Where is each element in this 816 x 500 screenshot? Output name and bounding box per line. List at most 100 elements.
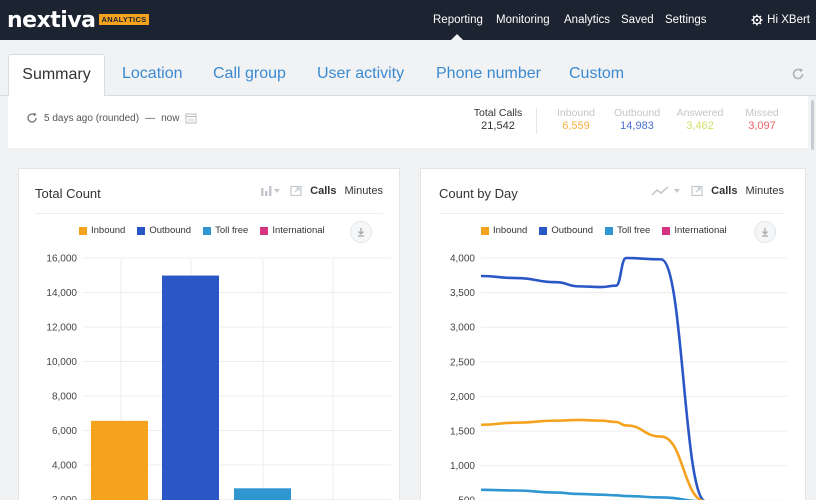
stat-divider xyxy=(536,108,537,134)
y-tick-label: 1,500 xyxy=(450,427,475,438)
stat-value: 21,542 xyxy=(481,120,515,132)
units-minutes-toggle[interactable]: Minutes xyxy=(745,185,784,197)
legend-swatch xyxy=(539,226,548,235)
stat-value: 3,462 xyxy=(686,120,714,132)
expand-icon[interactable] xyxy=(691,185,703,197)
date-range[interactable]: 5 days ago (rounded) — now xyxy=(26,112,197,124)
legend-item-inbound[interactable]: Inbound xyxy=(481,225,527,236)
y-tick-label: 500 xyxy=(458,496,475,500)
y-tick-label: 2,000 xyxy=(52,495,77,500)
y-tick-label: 4,000 xyxy=(52,461,77,472)
refresh-icon[interactable] xyxy=(791,67,805,81)
units-calls-toggle[interactable]: Calls xyxy=(711,185,738,197)
nextiva-logo[interactable]: nextiva ANALYTICS xyxy=(7,6,150,34)
stat-label: Missed xyxy=(745,107,779,119)
refresh-icon[interactable] xyxy=(26,112,38,124)
card-title: Total Count xyxy=(35,186,101,201)
y-tick-label: 8,000 xyxy=(52,392,77,403)
tab-call-group[interactable]: Call group xyxy=(213,65,286,82)
y-tick-label: 14,000 xyxy=(46,288,77,299)
count-by-day-card: Count by Day Calls Minutes Inbound Outbo… xyxy=(420,168,806,500)
y-tick-label: 3,000 xyxy=(450,323,475,334)
nav-item-reporting[interactable]: Reporting xyxy=(433,14,483,26)
card-toolbar: Calls Minutes xyxy=(260,185,383,197)
legend-item-international[interactable]: International xyxy=(662,225,727,236)
tab-summary[interactable]: Summary xyxy=(8,54,105,97)
total-count-bar-chart: 2,000 4,000 6,000 8,000 10,000 12,000 14,000 16… xyxy=(46,254,391,500)
chart-legend: Inbound Outbound Toll free International xyxy=(79,225,325,236)
series-line-toll-free xyxy=(480,488,698,500)
active-nav-indicator xyxy=(451,34,463,40)
download-button[interactable] xyxy=(754,221,776,243)
y-tick-label: 2,500 xyxy=(450,357,475,368)
gear-icon xyxy=(751,14,763,26)
bar-outbound xyxy=(162,275,219,500)
user-menu[interactable]: Hi XBert xyxy=(751,0,810,40)
legend-label: Toll free xyxy=(617,225,651,236)
download-icon xyxy=(762,228,768,237)
stat-outbound: Outbound 14,983 xyxy=(606,107,668,132)
line-chart-icon[interactable] xyxy=(651,185,683,197)
summary-panel: 5 days ago (rounded) — now Total Calls 2… xyxy=(8,96,808,148)
calendar-icon[interactable] xyxy=(185,112,197,124)
stat-label: Answered xyxy=(676,107,724,119)
stat-label: Total Calls xyxy=(473,107,523,119)
tab-user-activity[interactable]: User activity xyxy=(317,65,405,82)
y-tick-label: 16,000 xyxy=(46,254,77,265)
legend-item-outbound[interactable]: Outbound xyxy=(539,225,593,236)
card-title: Count by Day xyxy=(439,186,518,201)
stat-value: 14,983 xyxy=(620,120,654,132)
total-count-card: Total Count Calls Minutes Inbound Outbou… xyxy=(18,168,400,500)
expand-icon[interactable] xyxy=(290,185,302,197)
range-separator: — xyxy=(145,112,156,124)
legend-label: Inbound xyxy=(91,225,126,236)
top-nav-bar: nextiva ANALYTICS Reporting Monitoring A… xyxy=(0,0,816,40)
logo-badge: ANALYTICS xyxy=(98,13,150,25)
legend-label: International xyxy=(674,225,727,236)
legend-swatch xyxy=(260,226,269,235)
nav-item-analytics[interactable]: Analytics xyxy=(564,14,611,26)
legend-swatch xyxy=(137,226,146,235)
stat-answered: Answered 3,462 xyxy=(670,107,730,132)
legend-item-international[interactable]: International xyxy=(260,225,325,236)
legend-label: Toll free xyxy=(215,225,249,236)
tab-custom[interactable]: Custom xyxy=(569,65,625,82)
y-tick-label: 4,000 xyxy=(450,254,475,265)
stat-label: Inbound xyxy=(557,107,595,119)
chart-legend: Inbound Outbound Toll free International xyxy=(481,225,727,236)
units-minutes-toggle[interactable]: Minutes xyxy=(344,185,383,197)
series-line-outbound xyxy=(480,256,706,500)
user-greeting: Hi XBert xyxy=(767,14,810,26)
count-by-day-line-chart: 500 1,000 1,500 2,000 2,500 3,000 3,500 4,000 xyxy=(450,254,787,500)
y-tick-label: 10,000 xyxy=(46,357,77,368)
bar-chart-icon[interactable] xyxy=(260,185,282,197)
legend-item-toll-free[interactable]: Toll free xyxy=(605,225,650,236)
legend-swatch xyxy=(481,226,489,235)
legend-swatch xyxy=(79,226,87,235)
legend-label: Outbound xyxy=(551,225,594,236)
legend-swatch xyxy=(662,226,671,235)
legend-label: International xyxy=(272,225,325,236)
legend-item-toll-free[interactable]: Toll free xyxy=(203,225,248,236)
legend-swatch xyxy=(605,226,614,235)
range-end: now xyxy=(161,112,180,124)
download-button[interactable] xyxy=(350,221,372,243)
series-line-inbound xyxy=(480,418,706,500)
tab-phone-number[interactable]: Phone number xyxy=(436,65,541,82)
tab-location[interactable]: Location xyxy=(122,65,183,82)
card-divider xyxy=(439,213,785,214)
nav-item-settings[interactable]: Settings xyxy=(665,14,707,26)
y-tick-label: 2,000 xyxy=(450,392,475,403)
legend-item-outbound[interactable]: Outbound xyxy=(137,225,191,236)
units-calls-toggle[interactable]: Calls xyxy=(310,185,337,197)
stat-label: Outbound xyxy=(613,107,661,119)
nav-item-monitoring[interactable]: Monitoring xyxy=(496,14,550,26)
nav-item-saved[interactable]: Saved xyxy=(621,14,654,26)
legend-label: Inbound xyxy=(493,225,528,236)
range-start: 5 days ago (rounded) xyxy=(44,112,140,124)
stat-total-calls: Total Calls 21,542 xyxy=(464,107,532,132)
scrollbar-thumb[interactable] xyxy=(811,100,814,150)
report-tabs: Summary Location Call group User activit… xyxy=(0,54,816,97)
bar-inbound xyxy=(91,420,148,500)
legend-item-inbound[interactable]: Inbound xyxy=(79,225,125,236)
